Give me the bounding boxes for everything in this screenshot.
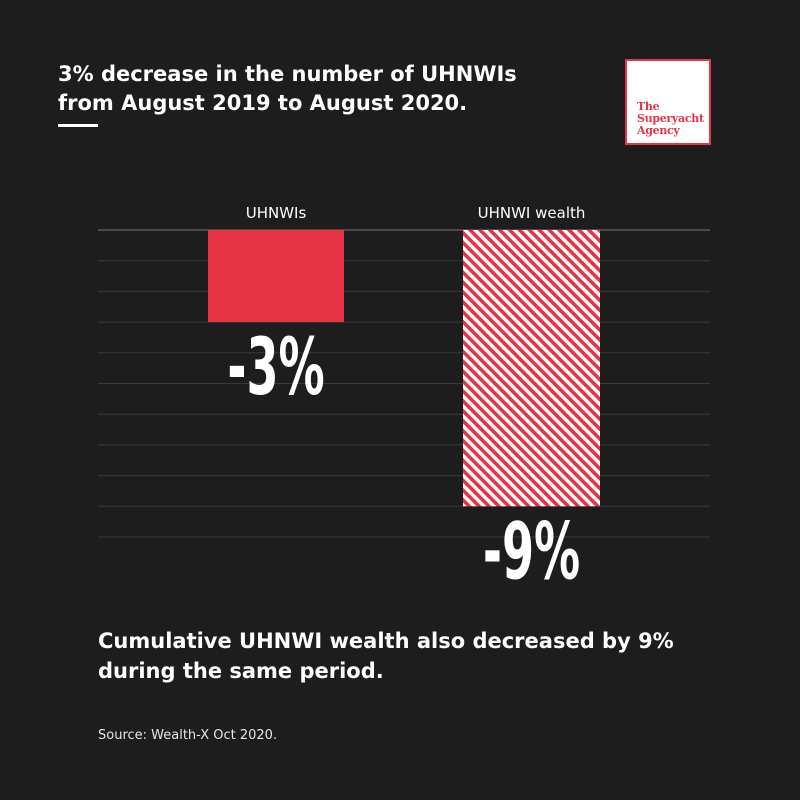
chart-labels: UHNWIs -3% UHNWI wealth -9% — [227, 204, 585, 598]
logo-text: The Superyacht Agency — [637, 101, 704, 137]
logo-line-1: The — [637, 100, 660, 113]
source-note: Source: Wealth-X Oct 2020. — [98, 728, 278, 743]
logo-line-2: Superyacht — [637, 112, 704, 125]
headline-underline — [58, 124, 98, 127]
logo-line-3: Agency — [637, 124, 680, 137]
headline-line-1: 3% decrease in the number of UHNWIs — [58, 62, 517, 86]
data-label: -3% — [227, 323, 324, 413]
chart-bars — [208, 230, 600, 507]
summary-text: Cumulative UHNWI wealth also decreased b… — [98, 626, 738, 686]
bar-uhnwis — [208, 230, 344, 323]
chart-grid — [98, 229, 710, 538]
summary-line-1: Cumulative UHNWI wealth also decreased b… — [98, 629, 674, 653]
category-label: UHNWI wealth — [478, 204, 586, 222]
headline-line-2: from August 2019 to August 2020. — [58, 91, 468, 115]
data-label: -9% — [483, 508, 580, 598]
summary-line-2: during the same period. — [98, 659, 384, 683]
brand-logo: The Superyacht Agency — [625, 59, 711, 145]
headline: 3% decrease in the number of UHNWIs from… — [58, 60, 578, 118]
bar-uhnwi-wealth — [463, 230, 600, 507]
category-label: UHNWIs — [246, 204, 307, 222]
